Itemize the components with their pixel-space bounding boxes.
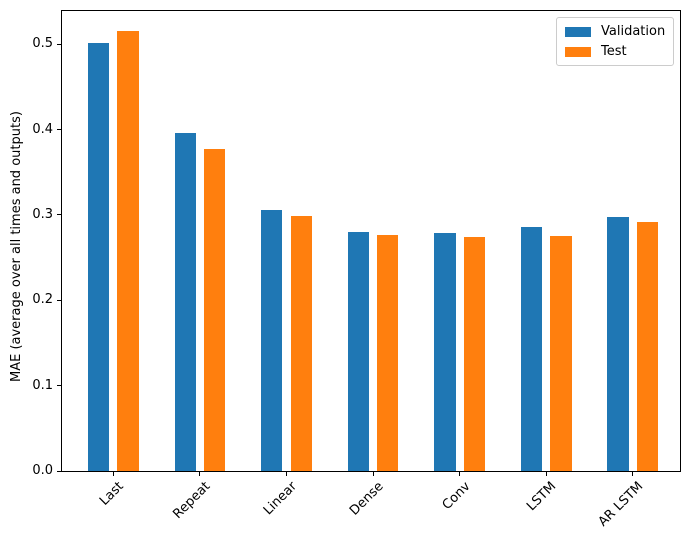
y-tick-label: 0.5 bbox=[32, 36, 53, 51]
y-tick-label: 0.4 bbox=[32, 122, 53, 137]
x-tick-label-lstm: LSTM bbox=[524, 479, 560, 515]
x-tick-label-ar-lstm: AR LSTM bbox=[595, 479, 647, 530]
y-axis-label: MAE (average over all times and outputs) bbox=[9, 111, 24, 382]
legend-swatch-validation bbox=[565, 26, 591, 37]
y-tick-mark bbox=[57, 129, 61, 130]
bar-validation-lstm bbox=[520, 226, 543, 471]
y-tick-label: 0.3 bbox=[32, 207, 53, 222]
bar-test-linear bbox=[290, 215, 312, 471]
x-tick-label-last: Last bbox=[96, 479, 127, 509]
bar-test-lstm bbox=[550, 235, 572, 471]
y-tick-label: 0.2 bbox=[32, 292, 53, 307]
y-tick-mark bbox=[57, 214, 61, 215]
legend-item-validation: Validation bbox=[565, 24, 665, 39]
x-tick-mark bbox=[373, 472, 374, 476]
legend-label-test: Test bbox=[601, 44, 627, 59]
bar-test-last bbox=[117, 30, 139, 471]
legend-item-test: Test bbox=[565, 44, 665, 59]
bar-test-ar-lstm bbox=[636, 221, 659, 471]
y-tick-mark bbox=[57, 300, 61, 301]
bar-test-repeat bbox=[203, 149, 226, 471]
y-tick-mark bbox=[57, 385, 61, 386]
x-tick-label-conv: Conv bbox=[439, 479, 474, 513]
x-tick-mark bbox=[546, 472, 547, 476]
x-tick-mark bbox=[199, 472, 200, 476]
x-tick-mark bbox=[632, 472, 633, 476]
x-tick-mark bbox=[459, 472, 460, 476]
bar-validation-repeat bbox=[174, 133, 196, 471]
y-tick-mark bbox=[57, 471, 61, 472]
bar-test-dense bbox=[377, 234, 399, 471]
y-tick-label: 0.1 bbox=[32, 378, 53, 393]
bar-validation-dense bbox=[347, 232, 369, 471]
legend: Validation Test bbox=[556, 17, 675, 66]
y-tick-label: 0.0 bbox=[32, 463, 53, 478]
x-tick-label-dense: Dense bbox=[346, 479, 387, 519]
bar-validation-last bbox=[87, 43, 110, 471]
legend-swatch-test bbox=[565, 46, 591, 57]
x-tick-mark bbox=[286, 472, 287, 476]
bar-test-conv bbox=[463, 237, 485, 471]
bar-validation-conv bbox=[434, 232, 456, 471]
y-tick-mark bbox=[57, 44, 61, 45]
x-tick-mark bbox=[113, 472, 114, 476]
x-tick-label-repeat: Repeat bbox=[170, 479, 214, 522]
bar-validation-linear bbox=[261, 209, 283, 471]
plot-area bbox=[61, 10, 681, 472]
x-tick-label-linear: Linear bbox=[260, 479, 300, 519]
legend-label-validation: Validation bbox=[601, 24, 666, 39]
bar-validation-ar-lstm bbox=[607, 216, 629, 471]
